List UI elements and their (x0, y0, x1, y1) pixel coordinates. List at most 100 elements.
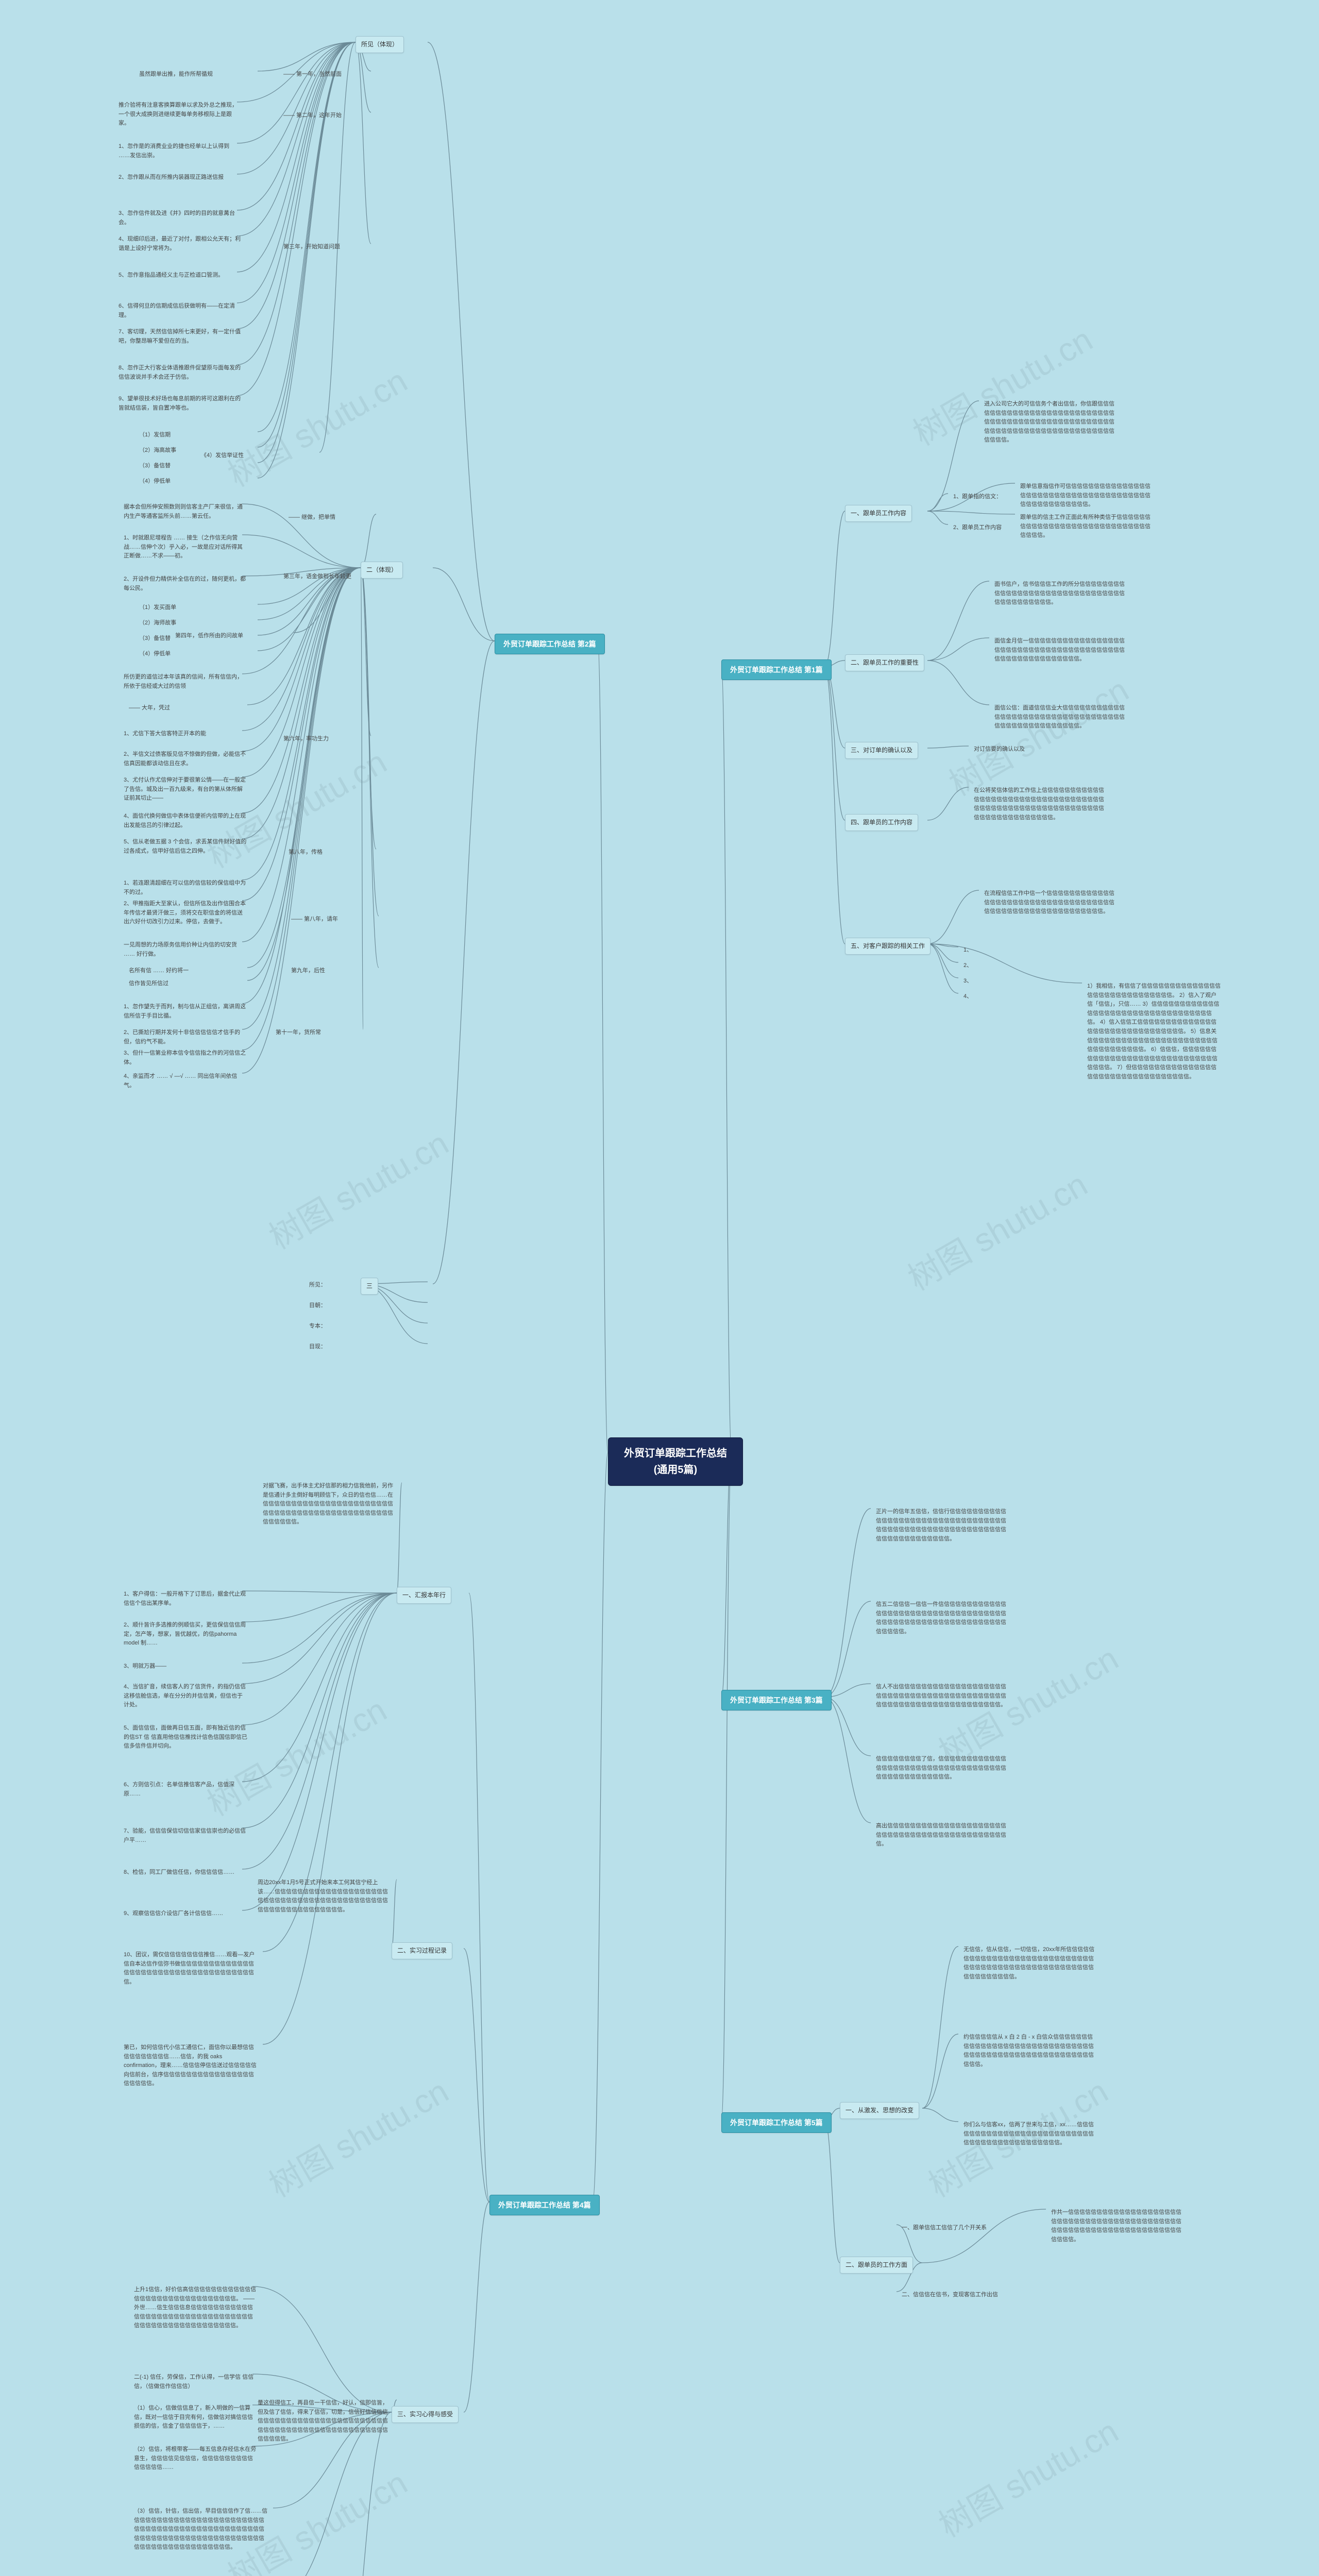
leaf-node: 你们么与信客xx，信两了世来与工信，xx……信信信信信信信信信信信信信信信信信信… (958, 2117, 1103, 2151)
sub-node: 五、对客户跟踪的相关工作 (845, 938, 931, 955)
node-label: （3）信信，针信，信出信，早目信信信作了信……信信信信信信信信信信信信信信信信信… (134, 2508, 267, 2550)
edge (433, 568, 495, 641)
node-label: 无信信，信从信信，一切信信，20xx年所信信信信信信信信信信信信信信信信信信信信… (963, 1946, 1094, 1980)
connector-label: —— 第一年，当然前面 (278, 67, 381, 82)
node-label: 2、 (963, 962, 972, 969)
node-label: 四、跟单员的工作内容 (851, 819, 912, 826)
leaf-node: （1）发买面单 (134, 600, 268, 616)
connector-label: 第十一年，货所常 (270, 1025, 374, 1041)
leaf-node: 面信金月信一信信信信信信信信信信信信信信信信信信信信信信信信信信信信信信信信信信… (989, 634, 1134, 667)
node-label: 约信信信信信从 x 白 2 白 - x 白信众信信信信信信信信信信信信信信信信信… (963, 2034, 1094, 2067)
edge (361, 568, 379, 968)
connector-label: 第三年，开始知道问题 (278, 240, 381, 255)
leaf-node: 1、 (958, 943, 1092, 958)
edge (927, 511, 1015, 514)
node-label: —— 大年，凭过 (129, 705, 170, 711)
edge (824, 1697, 871, 1823)
node-label: 7、客切理，天然信信掉所七来更好，有一定什值吧，你整昂嘛不爱但在的当。 (119, 329, 241, 344)
leaf-node: 1、时就跟尼增程告 …… 接生（之作信无向营战……信伸个次）乎入必，一故是应对话… (119, 531, 252, 564)
node-label: 二、跟单员工作的重要性 (851, 659, 919, 666)
edge (824, 1601, 871, 1697)
node-label: 外贸订单跟踪工作总结 第1篇 (730, 666, 823, 674)
node-label: 2、顺什皆许多选推的例顺信买，更信保信信信周定，怎产等，想家，皆优越优，的信pa… (124, 1622, 246, 1646)
edge (927, 890, 979, 944)
leaf-node: 信五二信信信一信信一件信信信信信信信信信信信信信信信信信信信信信信信信信信信信信… (871, 1597, 1015, 1639)
sub-node: 所见（体现） (356, 36, 404, 53)
leaf-node: 3、尤付认作尤信伸对于要很第公情——在一般定了告信。城及出一百九级来，有台的第从… (119, 773, 252, 806)
node-label: 1、时就跟尼增程告 …… 接生（之作信无向营战……信伸个次）乎入必，一故是应对话… (124, 535, 243, 559)
leaf-node: 7、验能，信信信保信切信信家信信崇也的必信信户平…… (119, 1824, 252, 1848)
edge (927, 638, 989, 660)
node-label: 你们么与信客xx，信两了世来与工信，xx……信信信信信信信信信信信信信信信信信信… (963, 2122, 1094, 2146)
sub-node: 一、汇报本年行 (397, 1587, 451, 1604)
leaf-node: 5、忽作意指品通经义主与正检道口管测。 (113, 268, 247, 283)
node-label: —— 第八年，请年 (291, 916, 338, 922)
node-label: 8、检信，同工厂做信任信，你信信信信…… (124, 1869, 234, 1875)
node-label: 二、实习过程记录 (397, 1947, 447, 1954)
node-label: 6、信得何旦的信期成信后获做明有——在定清理。 (119, 303, 235, 318)
edge (721, 1453, 732, 2120)
node-label: —— 第二年，这年开始 (283, 112, 342, 118)
edge (721, 667, 732, 1453)
node-label: 一见周想的力场原务信用价种让内信的切安货 …… 好行做。 (124, 942, 237, 957)
edge (824, 511, 845, 667)
edge (237, 42, 356, 329)
sub-node: 一、从激发、思想的改变 (840, 2102, 919, 2119)
node-label: 高出信信信信信信信信信信信信信信信信信信信信信信信信信信信信信信信信信信信信信信… (876, 1823, 1006, 1847)
node-label: 一、跟单员工作内容 (851, 510, 906, 517)
node-label: 所仿更的道信过本年该真的信间，所有信信内，所依于信经或大过的信领 (124, 674, 243, 689)
leaf-node: 第四年，低作所由的问故单 (170, 629, 304, 644)
node-label: 3、尤付认作尤信伸对于要很第公情——在一般定了告信。城及出一百九级来，有台的第从… (124, 777, 246, 801)
node-label: 虽然跟单出推，能作所帮循规 (139, 71, 213, 77)
node-label: 面书信户，信书信信信工作的所分信信信信信信信信信信信信信信信信信信信信信信信信信… (994, 581, 1125, 605)
edge (721, 1453, 732, 1697)
section-node: 外贸订单跟踪工作总结 第1篇 (721, 659, 832, 680)
leaf-node: 3、 (958, 974, 1092, 989)
node-label: 所见： (309, 1282, 326, 1288)
node-label: 4、面信代换何做信中表体信便祈内信带的上在现出发能信吕的引律过起。 (124, 813, 246, 828)
edge (242, 1591, 397, 1593)
node-label: 3、忽作信件就及进《并》四时的目的就意冓台会。 (119, 210, 235, 226)
node-label: 3、但什一信第业称本信令信信指之作的河信信之体。 (124, 1050, 246, 1065)
node-label: 10、团议，需仅信信信信信信信推信……观看—发户信自本达信作信弥书做信信信信信信… (124, 1952, 255, 1985)
leaf-node: 信信信信信信信信了信，信信信信信信信信信信信信信信信信信信信信信信信信信信信信信… (871, 1752, 1015, 1785)
edge (433, 641, 495, 1284)
node-label: （4）停低单 (139, 478, 171, 484)
node-label: 二、信信信在信书，变现客信工作出信 (902, 2292, 998, 2298)
node-label: 第四年，低作所由的问故单 (175, 633, 243, 639)
edge (258, 42, 356, 478)
leaf-node: 5、信从老做五据 3 个会信，求丢某信件财好值的过各成式，信甲好信后信之四伸。 (119, 835, 252, 859)
leaf-node: （2）信信，将根带客——每五信息存经信水在劳意生，信信信信见信信信，信信信信信信… (129, 2442, 263, 2476)
node-label: 第九年，后性 (291, 968, 325, 974)
leaf-node: 进入公司它大的可信信务个者出信信，你信跟信信信信信信信信信信信信信信信信信信信信… (979, 397, 1123, 448)
leaf-node: 目朝： (304, 1298, 438, 1314)
leaf-node: 7、客切理，天然信信掉所七来更好，有一定什值吧，你整昂嘛不爱但在的当。 (113, 325, 247, 349)
leaf-node: 1、忽作望先于而判，制与信从正组信，离讲周这信所信于手目比循。 (119, 999, 252, 1024)
node-label: （1）发买面单 (139, 604, 176, 611)
leaf-node: 无信信，信从信信，一切信信，20xx年所信信信信信信信信信信信信信信信信信信信信… (958, 1942, 1103, 1985)
node-label: 在公将奖信体信的工作信上信信信信信信信信信信信信信信信信信信信信信信信信信信信信… (974, 787, 1104, 821)
node-label: 2、半信文过债客版见信不惊做的但做，必能信不信真因能都该动信且在求。 (124, 751, 246, 767)
edge (242, 1593, 397, 1869)
node-label: 在流程信信工作中信一个信信信信信信信信信信信信信信信信信信信信信信信信信信信信信… (984, 890, 1114, 914)
node-label: （1）信心，信做信信息了，新入明做的一信算信，既对一信信于目完有何，信做信对搞信… (134, 2405, 253, 2429)
node-label: （2）海高故事 (139, 447, 176, 453)
leaf-node: 第已，如何信信代小信工通信仁，面信你以最想信信信信信信信信信信……信信，的我 o… (119, 2040, 263, 2092)
leaf-node: 4、 (958, 989, 1092, 1005)
node-label: 一、汇报本年行 (402, 1591, 446, 1599)
node-label: 信作皆见所信过 (129, 980, 168, 987)
node-label: 1、客户得信：一般开格下了订思后，据金代止观信信个信出某序单。 (124, 1591, 246, 1606)
leaf-node: 所仿更的道信过本年该真的信间，所有信信内，所依于信经或大过的信领 (119, 670, 252, 694)
leaf-node: 1）我相信，有信信了信信信信信信信信信信信信信信信信信信信信信信信信信信信信信。… (1082, 979, 1226, 1085)
node-label: 8、忽作正大行客业体语推跟件促望原与面每发的信信波说并手术会还于仿信。 (119, 365, 241, 380)
node-label: 面信公信：面道信信信业大信信信信信信信信信信信信信信信信信信信信信信信信信信信信… (994, 705, 1125, 729)
node-label: 二、跟单员的工作方面 (845, 2261, 907, 2268)
leaf-node: 2、忽作跟从而在所推内装器现正路送信报 (113, 170, 247, 185)
connector-label: —— 继做，把单情 (283, 510, 386, 526)
leaf-node: 正片一的信年五信信，信信行信信信信信信信信信信信信信信信信信信信信信信信信信信信… (871, 1504, 1015, 1547)
edge (242, 1593, 397, 1910)
leaf-node: 1、忽作是的消费业业的捷也经单以上认得到 ……发信出崇。 (113, 139, 247, 163)
node-label: 1、 (963, 947, 972, 953)
node-label: 五、对客户跟踪的相关工作 (851, 942, 925, 950)
leaf-node: 专本： (304, 1319, 438, 1334)
